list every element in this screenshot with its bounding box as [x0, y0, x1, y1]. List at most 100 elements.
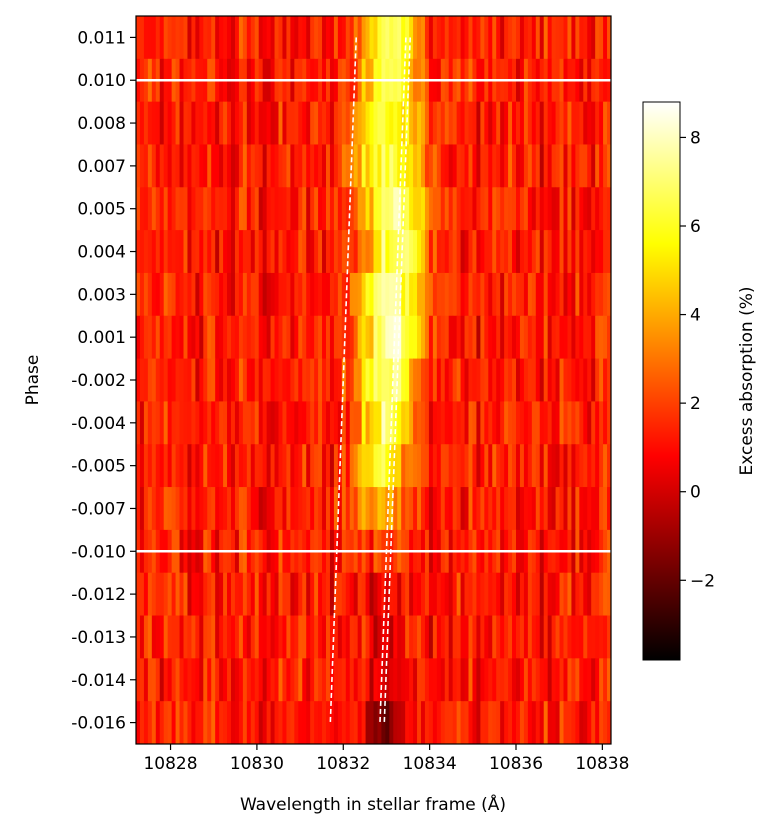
heatmap-cell	[306, 101, 311, 146]
heatmap-cell	[219, 315, 224, 360]
heatmap-cell	[448, 16, 454, 60]
heatmap-cell	[147, 187, 153, 231]
heatmap-cell	[555, 144, 561, 188]
heatmap-cell	[365, 101, 371, 146]
heatmap-cell	[337, 101, 343, 146]
heatmap-cell	[254, 101, 260, 146]
heatmap-cell	[579, 701, 584, 744]
heatmap-cell	[599, 572, 604, 617]
heatmap-cell	[195, 701, 200, 744]
heatmap-cell	[444, 315, 450, 360]
heatmap-cell	[238, 401, 244, 445]
heatmap-cell	[151, 487, 157, 531]
heatmap-cell	[353, 272, 359, 317]
heatmap-cell	[484, 272, 489, 317]
heatmap-cell	[282, 101, 288, 146]
heatmap-cell	[468, 315, 474, 360]
heatmap-cell	[270, 16, 276, 60]
heatmap-cell	[250, 101, 256, 146]
heatmap-cell	[519, 144, 525, 188]
heatmap-cell	[219, 358, 224, 403]
heatmap-cell	[357, 230, 363, 274]
heatmap-cell	[480, 401, 485, 445]
heatmap-cell	[353, 444, 359, 488]
heatmap-cell	[266, 401, 272, 445]
heatmap-cell	[250, 487, 256, 531]
heatmap-cell	[543, 101, 549, 146]
heatmap-cell	[575, 358, 580, 403]
heatmap-cell	[298, 187, 303, 231]
heatmap-cell	[405, 444, 410, 488]
heatmap-cell	[290, 572, 295, 617]
heatmap-cell	[456, 16, 462, 60]
heatmap-cell	[163, 701, 169, 744]
heatmap-cell	[397, 16, 402, 60]
heatmap-cell	[436, 658, 442, 702]
heatmap-cell	[151, 444, 157, 488]
heatmap-cell	[207, 315, 212, 360]
heatmap-cell	[432, 487, 438, 531]
heatmap-cell	[551, 487, 557, 531]
heatmap-cell	[326, 615, 331, 659]
heatmap-cell	[207, 615, 212, 659]
heatmap-cell	[401, 358, 406, 403]
heatmap-cell	[381, 144, 386, 188]
heatmap-cell	[547, 16, 553, 60]
heatmap-cell	[516, 572, 521, 617]
heatmap-cell	[183, 315, 189, 360]
heatmap-cell	[231, 187, 236, 231]
heatmap-cell	[171, 230, 177, 274]
heatmap-cell	[476, 230, 481, 274]
heatmap-cell	[401, 315, 406, 360]
heatmap-cell	[476, 187, 481, 231]
heatmap-cell	[523, 16, 529, 60]
heatmap-cell	[365, 272, 371, 317]
heatmap-cell	[262, 572, 268, 617]
heatmap-cell	[234, 230, 240, 274]
heatmap-cell	[361, 701, 367, 744]
heatmap-cell	[310, 401, 315, 445]
heatmap-cell	[136, 572, 141, 617]
heatmap-cell	[282, 144, 288, 188]
heatmap-cell	[266, 444, 272, 488]
heatmap-cell	[337, 272, 343, 317]
heatmap-cell	[551, 444, 557, 488]
heatmap-cell	[448, 187, 454, 231]
heatmap-cell	[223, 572, 228, 617]
heatmap-cell	[369, 701, 375, 744]
heatmap-cell	[191, 187, 196, 231]
heatmap-cell	[223, 230, 228, 274]
heatmap-cell	[575, 16, 580, 60]
heatmap-cell	[227, 444, 232, 488]
heatmap-cell	[476, 101, 481, 146]
heatmap-cell	[286, 272, 291, 317]
heatmap-cell	[270, 615, 276, 659]
heatmap-cell	[599, 144, 604, 188]
heatmap-cell	[551, 101, 557, 146]
heatmap-cell	[519, 16, 525, 60]
heatmap-cell	[246, 272, 252, 317]
heatmap-cell	[361, 572, 367, 617]
heatmap-cell	[155, 101, 161, 146]
heatmap-cell	[480, 101, 485, 146]
heatmap-cell	[294, 487, 299, 531]
heatmap-cell	[238, 144, 244, 188]
heatmap-cell	[500, 272, 505, 317]
heatmap-cell	[361, 101, 367, 146]
heatmap-cell	[258, 230, 264, 274]
heatmap-cell	[444, 16, 450, 60]
heatmap-cell	[595, 615, 600, 659]
heatmap-cell	[318, 444, 323, 488]
heatmap-cell	[559, 187, 565, 231]
heatmap-cell	[215, 701, 220, 744]
heatmap-cell	[409, 315, 414, 360]
heatmap-cell	[440, 444, 446, 488]
heatmap-cell	[603, 658, 608, 702]
heatmap-cell	[155, 487, 161, 531]
heatmap-cell	[365, 187, 371, 231]
heatmap-cell	[353, 230, 359, 274]
heatmap-cell	[591, 658, 596, 702]
heatmap-cell	[143, 230, 149, 274]
heatmap-cell	[242, 487, 248, 531]
heatmap-cell	[345, 487, 351, 531]
